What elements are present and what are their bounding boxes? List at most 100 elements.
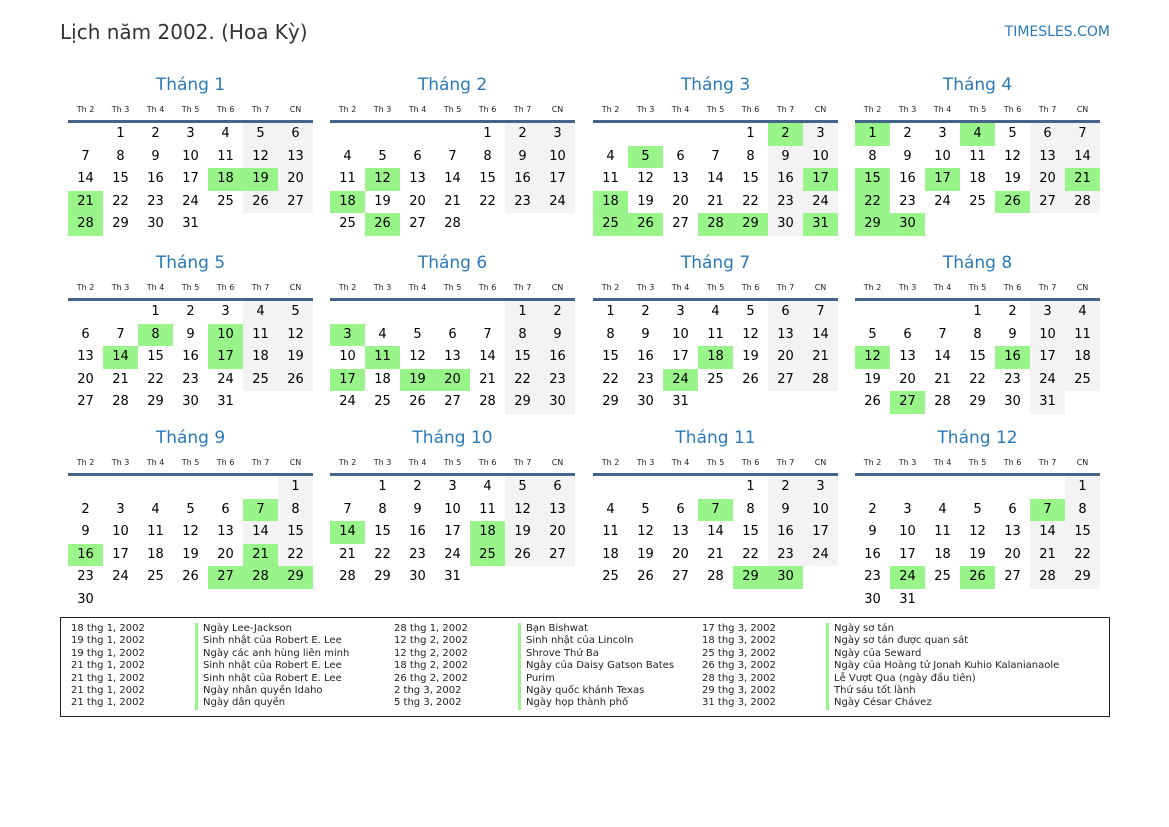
day[interactable]: 23 [505, 190, 540, 213]
day[interactable]: 5 [746, 304, 755, 319]
day[interactable]: 19 [1004, 171, 1021, 186]
day[interactable]: 23 [768, 190, 803, 213]
day[interactable]: 15 [969, 349, 986, 364]
day[interactable]: 2 [641, 304, 650, 319]
day[interactable]: 22 [969, 371, 986, 387]
day[interactable]: 16 [864, 546, 881, 562]
day[interactable]: 12 [182, 524, 199, 539]
day[interactable]: 1 [151, 304, 160, 319]
day[interactable]: 1 [378, 479, 387, 494]
holiday-day[interactable]: 29 [733, 566, 768, 589]
day[interactable]: 31 [899, 591, 916, 607]
day[interactable]: 20 [672, 193, 689, 209]
day[interactable]: 20 [77, 371, 94, 387]
day[interactable]: 24 [112, 569, 129, 584]
day[interactable]: 24 [182, 193, 199, 209]
day[interactable]: 16 [182, 349, 199, 364]
day[interactable]: 19 [637, 193, 654, 209]
day[interactable]: 30 [182, 394, 199, 409]
day[interactable]: 10 [803, 145, 838, 168]
day[interactable]: 30 [77, 591, 94, 607]
day[interactable]: 13 [409, 171, 426, 186]
holiday-day[interactable]: 28 [698, 213, 733, 236]
holiday-day[interactable]: 18 [470, 521, 505, 544]
day[interactable]: 9 [186, 326, 195, 342]
day[interactable]: 13 [444, 349, 461, 364]
day[interactable]: 16 [637, 349, 654, 364]
day[interactable]: 3 [448, 479, 457, 494]
day[interactable]: 7 [116, 326, 125, 342]
day[interactable]: 8 [868, 148, 877, 164]
day[interactable]: 3 [221, 304, 230, 319]
day[interactable]: 17 [672, 349, 689, 364]
day[interactable]: 15 [602, 349, 619, 364]
day[interactable]: 20 [1030, 168, 1065, 191]
day[interactable]: 8 [746, 501, 755, 517]
day[interactable]: 1 [505, 301, 540, 324]
day[interactable]: 25 [707, 371, 724, 387]
day[interactable]: 6 [676, 148, 685, 164]
day[interactable]: 6 [81, 326, 90, 342]
day[interactable]: 14 [479, 349, 496, 364]
day[interactable]: 25 [374, 394, 391, 409]
day[interactable]: 8 [1065, 498, 1100, 521]
holiday-day[interactable]: 11 [365, 346, 400, 369]
day[interactable]: 30 [409, 569, 426, 584]
day[interactable]: 13 [672, 524, 689, 539]
day[interactable]: 1 [278, 476, 313, 499]
day[interactable]: 30 [540, 391, 575, 414]
day[interactable]: 6 [1030, 123, 1065, 146]
day[interactable]: 11 [1065, 323, 1100, 346]
day[interactable]: 15 [479, 171, 496, 186]
day[interactable]: 14 [1030, 521, 1065, 544]
day[interactable]: 22 [1065, 543, 1100, 566]
day[interactable]: 3 [676, 304, 685, 319]
day[interactable]: 1 [483, 126, 492, 141]
day[interactable]: 22 [479, 193, 496, 209]
day[interactable]: 23 [182, 371, 199, 387]
day[interactable]: 27 [409, 216, 426, 231]
day[interactable]: 30 [1004, 394, 1021, 409]
day[interactable]: 9 [81, 524, 90, 539]
day[interactable]: 6 [1008, 501, 1017, 517]
day[interactable]: 24 [803, 543, 838, 566]
day[interactable]: 1 [116, 126, 125, 141]
day[interactable]: 15 [147, 349, 164, 364]
day[interactable]: 5 [186, 501, 195, 517]
day[interactable]: 23 [1004, 371, 1021, 387]
holiday-day[interactable]: 28 [243, 566, 278, 589]
day[interactable]: 18 [243, 346, 278, 369]
day[interactable]: 21 [1030, 543, 1065, 566]
day[interactable]: 4 [606, 148, 615, 164]
day[interactable]: 14 [243, 521, 278, 544]
day[interactable]: 8 [116, 148, 125, 164]
day[interactable]: 14 [803, 323, 838, 346]
day[interactable]: 31 [182, 216, 199, 231]
day[interactable]: 17 [1030, 346, 1065, 369]
day[interactable]: 14 [707, 171, 724, 186]
day[interactable]: 22 [742, 193, 759, 209]
day[interactable]: 7 [803, 301, 838, 324]
day[interactable]: 4 [606, 501, 615, 517]
day[interactable]: 26 [505, 543, 540, 566]
day[interactable]: 18 [1065, 346, 1100, 369]
holiday-day[interactable]: 3 [330, 323, 365, 346]
day[interactable]: 6 [221, 501, 230, 517]
day[interactable]: 15 [278, 521, 313, 544]
holiday-day[interactable]: 7 [698, 498, 733, 521]
day[interactable]: 5 [973, 501, 982, 517]
day[interactable]: 10 [1030, 323, 1065, 346]
holiday-day[interactable]: 12 [365, 168, 400, 191]
day[interactable]: 27 [77, 394, 94, 409]
day[interactable]: 25 [602, 569, 619, 584]
day[interactable]: 29 [112, 216, 129, 231]
day[interactable]: 11 [969, 148, 986, 164]
holiday-day[interactable]: 1 [855, 123, 890, 146]
day[interactable]: 14 [444, 171, 461, 186]
day[interactable]: 23 [864, 569, 881, 584]
day[interactable]: 10 [803, 498, 838, 521]
day[interactable]: 10 [112, 524, 129, 539]
day[interactable]: 29 [505, 391, 540, 414]
day[interactable]: 14 [77, 171, 94, 186]
holiday-day[interactable]: 18 [698, 346, 733, 369]
